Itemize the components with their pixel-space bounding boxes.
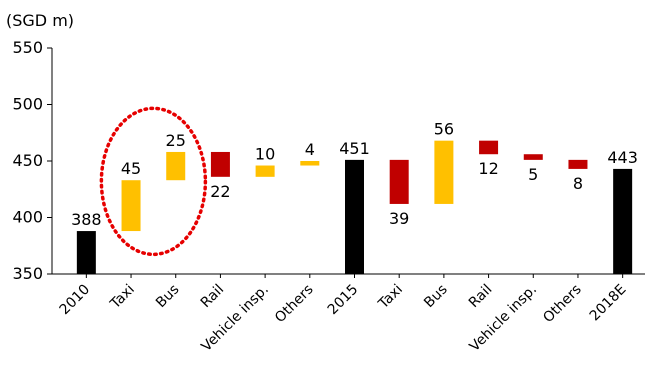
x-tick-label: 2015	[325, 282, 362, 319]
data-label: 10	[255, 145, 275, 164]
data-label: 8	[573, 174, 583, 193]
data-label: 388	[71, 210, 102, 229]
y-tick-label: 400	[12, 208, 43, 227]
x-tick-label: 2018E	[587, 282, 630, 325]
data-label: 45	[121, 159, 141, 178]
data-label: 56	[434, 120, 454, 139]
data-label: 22	[210, 182, 230, 201]
y-tick-label: 350	[12, 264, 43, 283]
bar-decrease	[523, 154, 543, 160]
highlight-dotted-circle	[99, 106, 208, 257]
bar-increase	[300, 161, 320, 166]
bar-decrease	[210, 151, 230, 177]
data-label-layer: 388 45 25 22 10 4 451 39 56 12 5 8 443	[71, 120, 638, 229]
bar-increase	[121, 180, 141, 232]
unit-label: (SGD m)	[6, 11, 74, 30]
bar-increase	[255, 165, 275, 177]
bar-total	[613, 168, 633, 274]
bar-total	[345, 159, 364, 274]
x-tick-label: Others	[272, 282, 317, 327]
y-tick-label: 450	[12, 151, 43, 170]
data-label: 5	[528, 165, 538, 184]
x-tick-label: Bus	[153, 282, 183, 312]
x-tick-label: Rail	[198, 282, 228, 312]
x-tick-label: Taxi	[107, 282, 138, 313]
bar-increase	[166, 151, 186, 181]
bar-decrease	[389, 159, 409, 204]
data-label: 443	[607, 148, 638, 167]
y-tick-label: 550	[12, 38, 43, 57]
data-label: 39	[389, 209, 409, 228]
bar-decrease	[479, 140, 499, 155]
bar-layer	[76, 140, 633, 274]
bar-increase	[434, 140, 454, 204]
bar-total	[76, 231, 96, 274]
data-label: 4	[305, 140, 315, 159]
y-tick-label: 500	[12, 95, 43, 114]
x-tick-label: 2010	[57, 282, 94, 319]
data-label: 25	[166, 131, 186, 150]
data-label: 451	[339, 139, 370, 158]
data-label: 12	[478, 159, 498, 178]
x-tick-label: Others	[540, 282, 585, 327]
x-tick-label: Rail	[466, 282, 496, 312]
x-tick-label: Bus	[421, 282, 451, 312]
bar-decrease	[568, 159, 588, 169]
x-tick-label: Taxi	[375, 282, 406, 313]
axis-layer: 350 400 450 500 550	[12, 38, 645, 283]
highlight-layer	[99, 106, 208, 257]
